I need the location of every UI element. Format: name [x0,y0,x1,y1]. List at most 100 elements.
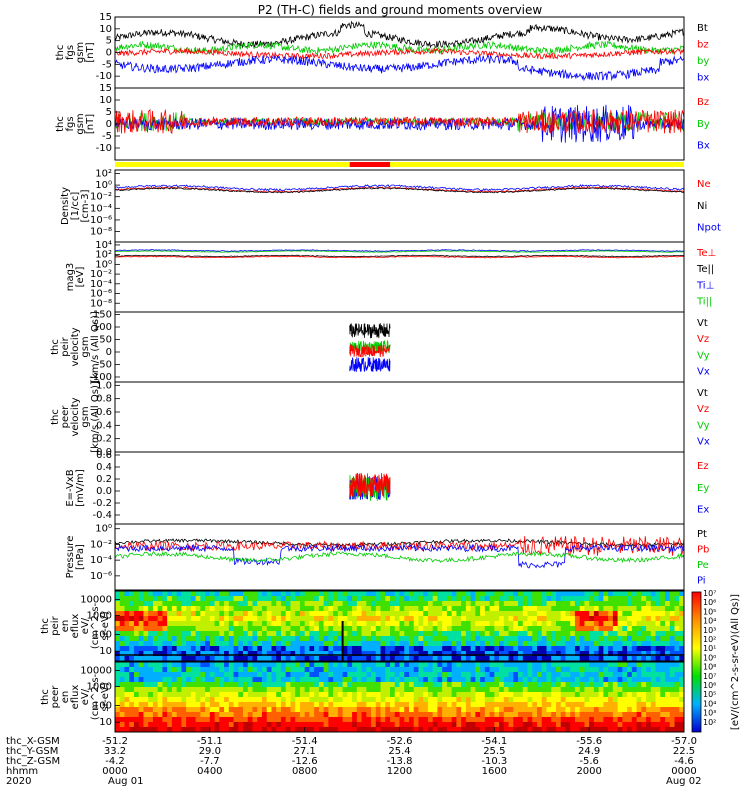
spectrogram-cell [252,621,258,627]
spectrogram-cell [494,656,500,661]
spectrogram-cell [489,646,495,652]
spectrogram-cell [442,601,448,607]
spectrogram-cell [470,646,476,652]
spectrogram-cell [266,712,273,718]
spectrogram-cell [176,641,182,647]
spectrogram-cell [271,717,277,723]
spectrogram-cell [233,702,239,708]
spectrogram-cell [669,631,676,637]
spectrogram-cell [390,616,396,622]
spectrogram-cell [375,682,382,688]
spectrogram-cell [465,707,472,713]
spectrogram-cell [224,662,230,668]
spectrogram-cell [309,672,315,678]
spectrogram-cell [323,717,329,723]
spectrogram-cell [328,636,334,642]
spectrogram-cell [333,722,339,728]
spectrogram-cell [243,667,249,673]
spectrogram-cell [437,722,443,728]
spectrogram-cell [551,662,557,668]
spectrogram-cell [361,682,367,688]
spectrogram-cell [328,717,334,723]
spectrogram-cell [261,677,268,683]
spectrogram-cell [560,631,567,637]
spectrogram-cell [190,712,197,718]
spectrogram-cell [195,722,201,728]
spectrogram-cell [280,646,287,652]
spectrogram-cell [532,616,538,622]
spectrogram-cell [423,707,429,713]
spectrogram-cell [266,717,273,723]
y-tick-label: 10⁻⁸ [90,227,112,238]
spectrogram-cell [252,692,258,698]
colorbar-tick-label: 10⁶ [703,681,716,690]
spectrogram-cell [584,646,590,652]
spectrogram-cell [451,636,457,642]
spectrogram-cell [304,677,311,683]
spectrogram-cell [347,672,353,678]
spectrogram-cell [380,601,386,607]
spectrogram-cell [560,697,567,703]
spectrogram-cell [328,727,334,732]
spectrogram-cell [418,702,424,708]
spectrogram-cell [555,626,562,632]
spectrogram-cell [181,656,187,661]
spectrogram-cell [646,717,652,723]
spectrogram-cell [541,692,548,698]
spectrogram-cell [513,692,519,698]
spectrogram-cell [143,651,149,657]
spectrogram-cell [589,667,595,673]
spectrogram-cell [593,651,600,657]
spectrogram-cell [555,722,562,728]
spectrogram-cell [124,606,130,612]
spectrogram-cell [214,687,220,693]
spectrogram-cell [399,616,405,622]
spectrogram-cell [143,596,149,602]
spectrogram-cell [603,662,609,668]
spectrogram-cell [655,727,661,732]
spectrogram-cell [532,662,538,668]
spectrogram-cell [641,702,647,708]
spectrogram-cell [627,596,633,602]
spectrogram-cell [679,646,684,652]
legend-entry: Pt [697,529,707,540]
spectrogram-cell [257,662,263,668]
spectrogram-cell [669,651,676,657]
legend-entry: Ey [697,483,709,494]
spectrogram-cell [186,727,192,732]
spectrogram-cell [494,601,500,607]
spectrogram-cell [176,677,182,683]
spectrogram-cell [665,641,671,647]
spectrogram-cell [375,667,382,673]
spectrogram-cell [669,677,676,683]
spectrogram-cell [115,601,121,607]
spectrogram-cell [228,707,235,713]
spectrogram-cell [276,707,282,713]
spectrogram-cell [465,662,472,668]
spectrogram-cell [133,596,140,602]
spectrogram-cell [537,687,543,693]
spectrogram-cell [314,651,320,657]
spectrogram-cell [195,697,201,703]
spectrogram-cell [612,626,619,632]
spectrogram-cell [456,611,462,617]
spectrogram-cell [636,656,642,661]
legend-entry: Pb [697,545,709,556]
spectrogram-cell [186,712,192,718]
spectrogram-cell [537,591,543,597]
spectrogram-cell [152,682,159,688]
spectrogram-cell [622,677,628,683]
spectrogram-cell [584,722,590,728]
spectrogram-cell [157,626,164,632]
spectrogram-cell [119,702,126,708]
spectrogram-cell [224,697,230,703]
spectrogram-cell [480,611,486,617]
spectrogram-cell [205,621,211,627]
spectrogram-cell [119,636,126,642]
spectrogram-cell [546,606,552,612]
spectrogram-cell [247,656,254,661]
spectrogram-cell [176,682,182,688]
spectrogram-cell [171,621,178,627]
spectrogram-cell [679,717,684,723]
spectrogram-cell [371,631,377,637]
